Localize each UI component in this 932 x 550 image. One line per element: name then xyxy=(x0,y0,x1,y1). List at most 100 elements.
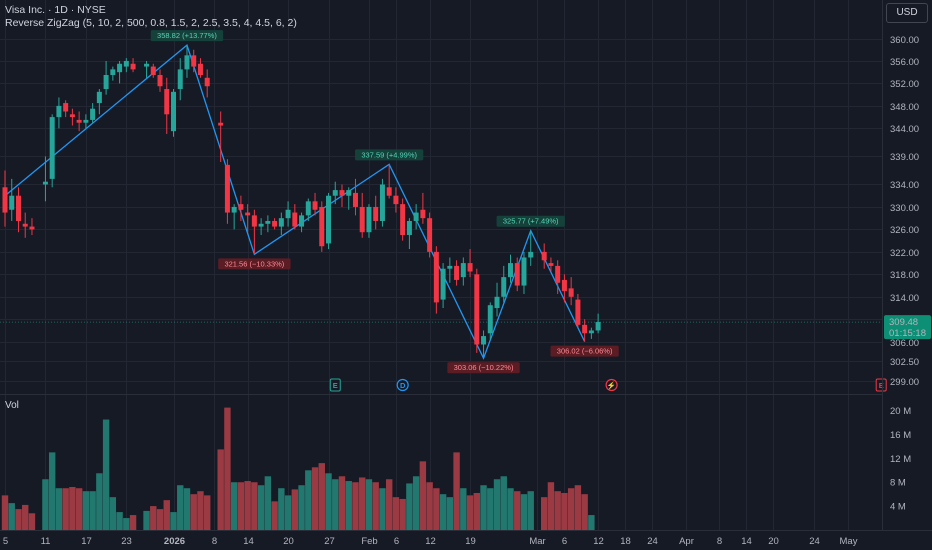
candle-body xyxy=(454,265,460,280)
time-tick-label: 19 xyxy=(465,536,476,547)
volume-bar xyxy=(150,506,157,530)
candles xyxy=(2,45,601,358)
volume-bar xyxy=(42,479,49,530)
candle-body xyxy=(123,60,129,67)
volume-bar xyxy=(554,491,561,530)
volume-bar xyxy=(338,476,346,530)
volume-bar xyxy=(520,494,528,530)
volume-bar xyxy=(392,497,400,530)
volume-bar xyxy=(352,482,359,530)
grid xyxy=(0,0,882,530)
candle-body xyxy=(433,251,439,303)
candle-body xyxy=(117,63,123,73)
volume-pane-label[interactable]: Vol xyxy=(5,400,19,411)
price-tick-label: 302.50 xyxy=(890,357,919,368)
price-tick-label: 348.00 xyxy=(890,102,919,113)
candle-body xyxy=(150,66,156,75)
candle-body xyxy=(184,55,190,70)
volume-bar xyxy=(55,488,63,530)
volume-bar xyxy=(271,501,278,530)
split-event-icon[interactable]: ⚡ xyxy=(605,378,618,392)
candle-body xyxy=(420,209,426,219)
candle-body xyxy=(258,223,264,227)
price-tick-label: 339.00 xyxy=(890,152,919,163)
volume-bar xyxy=(466,495,474,530)
time-tick-label: 11 xyxy=(41,536,51,547)
last-price-badge: 309.48 01:15:18 xyxy=(884,315,931,340)
volume-tick-label: 4 M xyxy=(890,502,906,513)
candle-body xyxy=(595,322,601,331)
price-tick-label: 299.00 xyxy=(890,377,919,388)
candle-body xyxy=(393,195,399,205)
event-badge-label: ⚡ xyxy=(607,381,616,390)
candle-body xyxy=(197,63,203,75)
volume-bar xyxy=(507,488,514,530)
event-badge-shape xyxy=(329,378,341,392)
volume-bar xyxy=(298,485,305,530)
volume-bar xyxy=(22,504,29,530)
event-badge-label: D xyxy=(400,381,406,390)
volume-axis[interactable]: 4 M 8 M 12 M 16 M 20 M xyxy=(890,406,911,513)
price-tick-label: 344.00 xyxy=(890,124,919,135)
volume-bar xyxy=(487,488,494,530)
candle-body xyxy=(29,226,35,230)
time-tick-label: 6 xyxy=(562,536,567,547)
symbol-title[interactable]: Visa Inc. · 1D · NYSE xyxy=(5,4,106,16)
last-price-value: 309.48 xyxy=(889,317,918,328)
volume-bar xyxy=(264,476,272,530)
candle-body xyxy=(2,187,8,213)
zigzag-low-label: 321.56 (−10.33%) xyxy=(224,259,284,268)
candle-body xyxy=(245,212,251,216)
volume-bar xyxy=(473,492,480,530)
volume-bar xyxy=(230,482,238,530)
earnings-event-icon[interactable]: E xyxy=(329,378,341,392)
zigzag-line xyxy=(4,44,586,360)
volume-bar xyxy=(406,483,413,530)
time-tick-label: 8 xyxy=(717,536,722,547)
candle-body xyxy=(218,122,224,126)
zigzag-high-label: 325.77 (+7.49%) xyxy=(503,217,559,226)
candle-body xyxy=(265,220,271,224)
candle-body xyxy=(292,212,298,227)
volume-bar xyxy=(433,488,440,530)
price-tick-label: 330.00 xyxy=(890,203,919,214)
indicator-legend[interactable]: Reverse ZigZag (5, 10, 2, 500, 0.8, 1.5,… xyxy=(5,17,297,29)
volume-bar xyxy=(69,487,76,530)
candle-body xyxy=(90,108,96,120)
event-markers[interactable]: E D ⚡ E xyxy=(329,378,887,392)
time-tick-label: Feb xyxy=(361,536,377,547)
volume-bar xyxy=(561,492,568,530)
zigzag-label-box xyxy=(447,362,520,374)
time-axis[interactable]: 5 11 17 23 2026 8 14 20 27 Feb 6 12 19 Mar 6 12 18 24 Apr 8… xyxy=(3,536,858,547)
price-tick-label: 306.00 xyxy=(890,338,919,349)
volume-bar xyxy=(480,485,487,530)
volume-bar xyxy=(379,488,386,530)
volume-bar xyxy=(581,494,588,530)
volume-bar xyxy=(123,518,130,530)
currency-button[interactable]: USD xyxy=(886,3,928,23)
volume-bar xyxy=(426,482,433,530)
candle-body xyxy=(278,218,284,227)
candle-body xyxy=(447,265,453,269)
volume-bar xyxy=(257,485,265,530)
upcoming-earnings-icon[interactable]: E xyxy=(875,378,887,392)
candle-body xyxy=(339,190,345,196)
volume-bar xyxy=(419,461,427,530)
volume-bar xyxy=(237,482,245,530)
volume-bar xyxy=(183,488,191,530)
time-tick-label: 20 xyxy=(283,536,294,547)
candle-body xyxy=(400,204,406,236)
time-tick-label: 14 xyxy=(243,536,254,547)
time-tick-label: 8 xyxy=(212,536,217,547)
time-tick-label: 2026 xyxy=(164,536,185,547)
candle-body xyxy=(373,206,379,221)
volume-bar xyxy=(318,463,325,530)
candle-body xyxy=(555,265,561,283)
candle-body xyxy=(528,251,534,258)
zigzag-label-box xyxy=(355,149,424,161)
volume-bar xyxy=(170,512,177,530)
dividend-event-icon[interactable]: D xyxy=(396,378,409,392)
candle-body xyxy=(42,181,48,185)
candle-body xyxy=(9,195,15,210)
